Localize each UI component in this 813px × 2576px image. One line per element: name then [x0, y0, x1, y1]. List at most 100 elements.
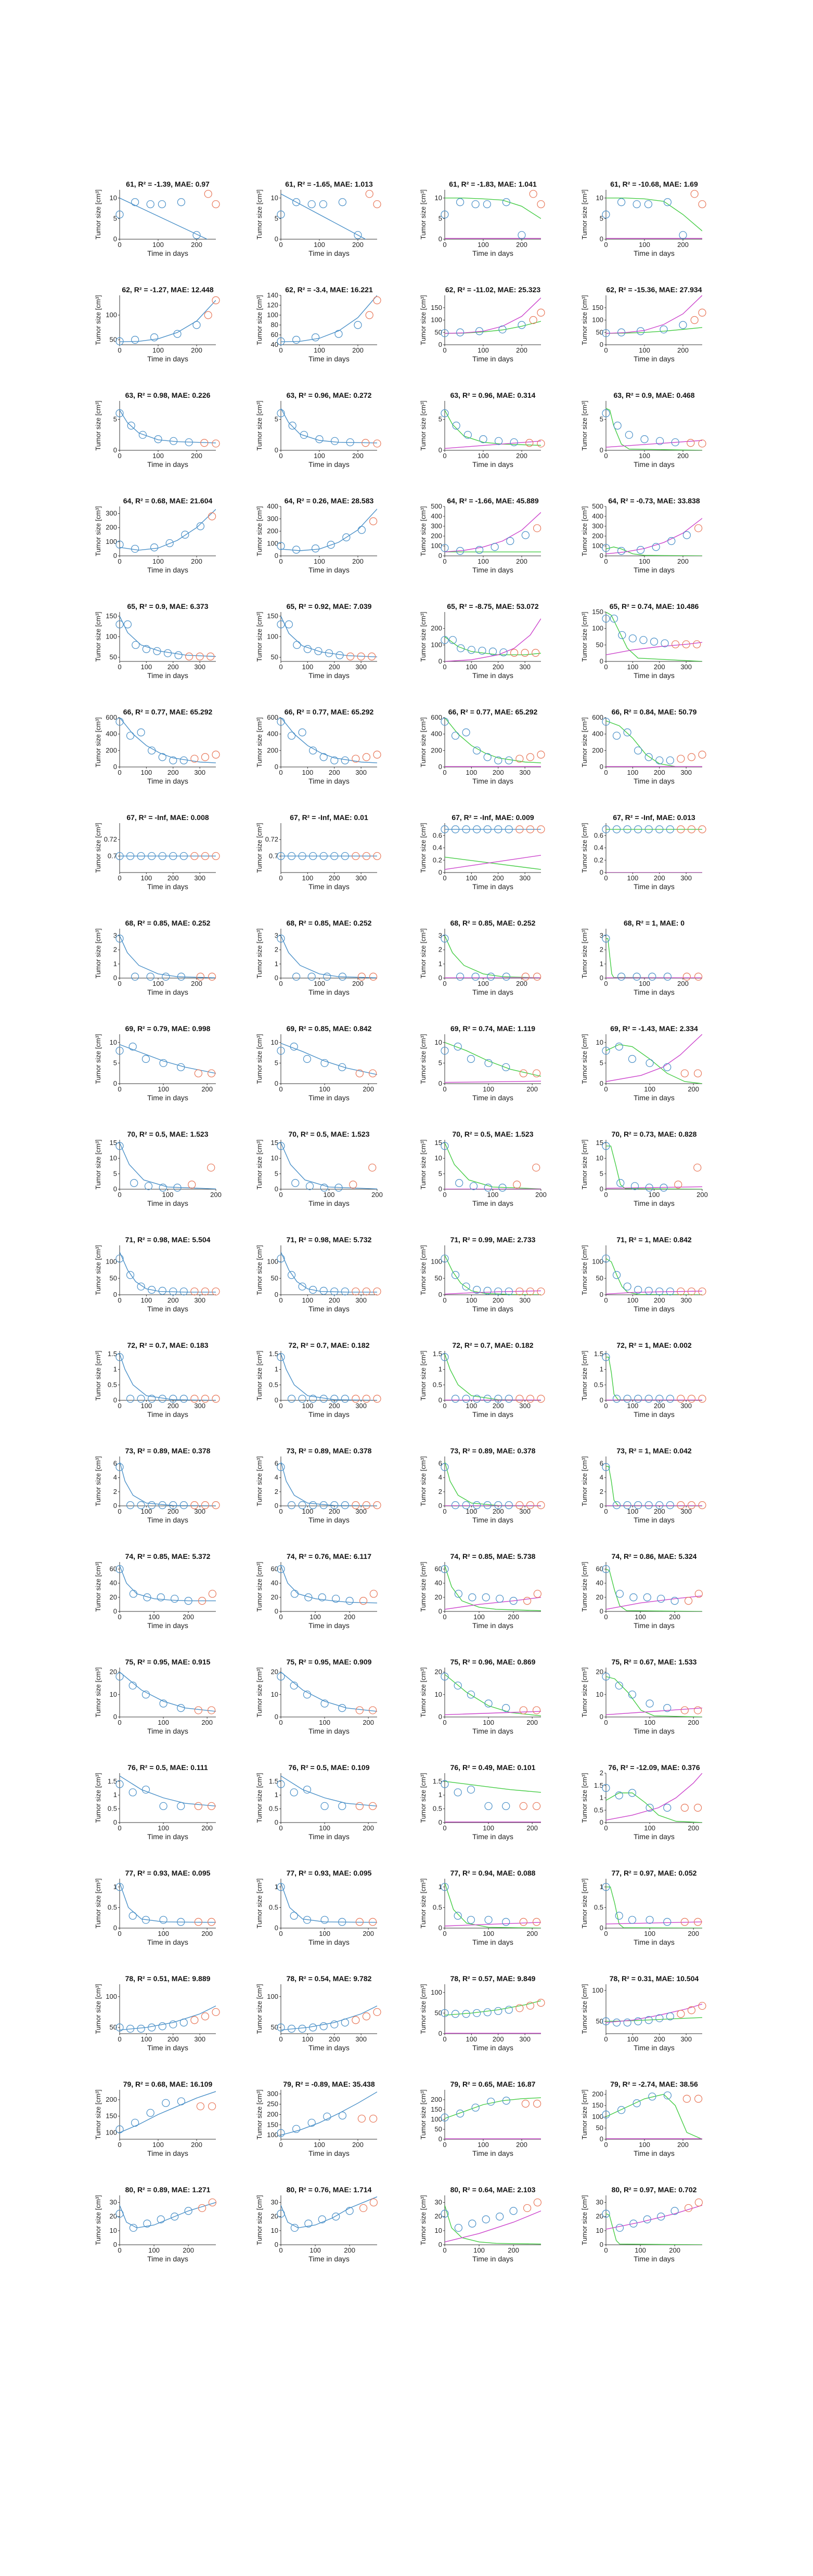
x-tick-label: 100 [309, 2246, 321, 2254]
heldout-point [373, 1395, 381, 1403]
subplot-title: 80, R² = 0.76, MAE: 1.714 [287, 2185, 372, 2194]
x-tick-label: 100 [627, 663, 639, 671]
y-axis-label: Tumor size [cm³] [580, 1350, 588, 1400]
x-tick-label: 300 [519, 663, 531, 671]
observed-point [518, 231, 526, 239]
subplot-title: 72, R² = 0.7, MAE: 0.182 [288, 1341, 369, 1349]
y-tick-label: 100 [106, 2128, 117, 2136]
heldout-point [677, 825, 685, 834]
y-tick-label: 200 [267, 2111, 278, 2118]
observed-point [320, 1183, 328, 1192]
model-curves [445, 718, 541, 767]
x-axis-label: Time in days [308, 1094, 350, 1102]
model-curve-1 [606, 1357, 702, 1400]
y-tick-label: 100 [106, 1258, 117, 1266]
heldout-point [352, 1501, 360, 1510]
observed-point [663, 1063, 672, 1071]
y-tick-label: 200 [431, 532, 442, 540]
model-curves [120, 1565, 216, 1602]
x-tick-label: 0 [604, 346, 608, 354]
y-tick-label: 4 [113, 1474, 117, 1481]
observed-point [137, 1501, 145, 1510]
heldout-point [369, 972, 378, 981]
heldout-point [526, 1287, 535, 1296]
model-curves [606, 1258, 702, 1295]
x-tick-label: 100 [148, 1613, 160, 1621]
y-tick-label: 0 [600, 974, 603, 982]
y-tick-label: 100 [267, 1258, 278, 1266]
subplot-title: 71, R² = 0.99, MAE: 2.733 [450, 1235, 536, 1244]
observed-point [484, 1699, 493, 1708]
heldout-point [362, 1287, 371, 1296]
x-tick-label: 300 [680, 874, 692, 882]
x-tick-label: 100 [466, 769, 478, 776]
subplot-title: 72, R² = 1, MAE: 0.002 [616, 1341, 692, 1349]
x-tick-label: 300 [519, 1296, 531, 1304]
x-tick-label: 200 [167, 1507, 179, 1515]
model-curve-1 [445, 1882, 541, 1928]
observed-point [309, 2023, 317, 2032]
y-tick-label: 50 [435, 2125, 442, 2133]
heldout-point [194, 1706, 202, 1714]
observed-point [320, 1802, 329, 1810]
observed-point [602, 825, 610, 834]
y-axis-label: Tumor size [cm³] [94, 1456, 102, 1506]
observed-point [612, 732, 621, 740]
heldout-point [355, 1802, 364, 1810]
observed-point [456, 972, 464, 981]
y-axis-label: Tumor size [cm³] [580, 717, 588, 767]
model-curves [120, 1775, 216, 1806]
model-curves [606, 2003, 702, 2023]
x-axis-label: Time in days [634, 1938, 675, 1946]
observed-point [179, 756, 188, 764]
y-axis-label: Tumor size [cm³] [255, 189, 263, 239]
y-axis-label: Tumor size [cm³] [94, 823, 102, 873]
y-tick-label: 5 [600, 415, 603, 423]
x-axis-label: Time in days [308, 777, 350, 785]
heldout-point [698, 750, 706, 759]
observed-point [452, 421, 460, 430]
heldout-point [373, 296, 381, 305]
y-tick-label: 0 [275, 1502, 278, 1510]
x-tick-label: 200 [167, 1296, 179, 1304]
model-curve-1 [281, 1252, 377, 1293]
observed-point [323, 972, 331, 981]
heldout-point [357, 972, 366, 981]
observed-point [173, 330, 182, 338]
observed-point [115, 1047, 124, 1055]
observed-point [277, 1565, 285, 1573]
observed-point [137, 852, 145, 860]
observed-point [456, 2110, 464, 2118]
observed-point [141, 1786, 150, 1794]
x-tick-label: 100 [639, 452, 650, 460]
observed-point [454, 1911, 462, 1920]
x-tick-label: 100 [302, 1296, 314, 1304]
x-tick-label: 200 [654, 1296, 665, 1304]
x-tick-label: 100 [141, 769, 152, 776]
x-tick-label: 100 [483, 1930, 494, 1937]
observed-point [628, 634, 637, 643]
model-curve-1 [120, 1044, 216, 1074]
observed-point [494, 437, 503, 445]
observed-point [300, 431, 308, 439]
model-curves [606, 2205, 702, 2245]
x-axis-label: Time in days [147, 1621, 188, 1630]
heldout-point [537, 1395, 545, 1403]
x-tick-label: 100 [635, 2246, 646, 2254]
observed-point [345, 2207, 354, 2215]
y-tick-label: 10 [596, 1154, 603, 1162]
y-tick-label: 2 [113, 946, 117, 954]
subplot-title: 77, R² = 0.93, MAE: 0.095 [125, 1869, 211, 1877]
heldout-point [519, 1706, 527, 1714]
y-axis-label: Tumor size [cm³] [94, 1350, 102, 1400]
heldout-point [212, 200, 220, 209]
y-tick-label: 200 [106, 2096, 117, 2103]
heldout-point [693, 1069, 702, 1077]
observed-point [602, 1254, 610, 1263]
y-axis-label: Tumor size [cm³] [419, 295, 427, 345]
